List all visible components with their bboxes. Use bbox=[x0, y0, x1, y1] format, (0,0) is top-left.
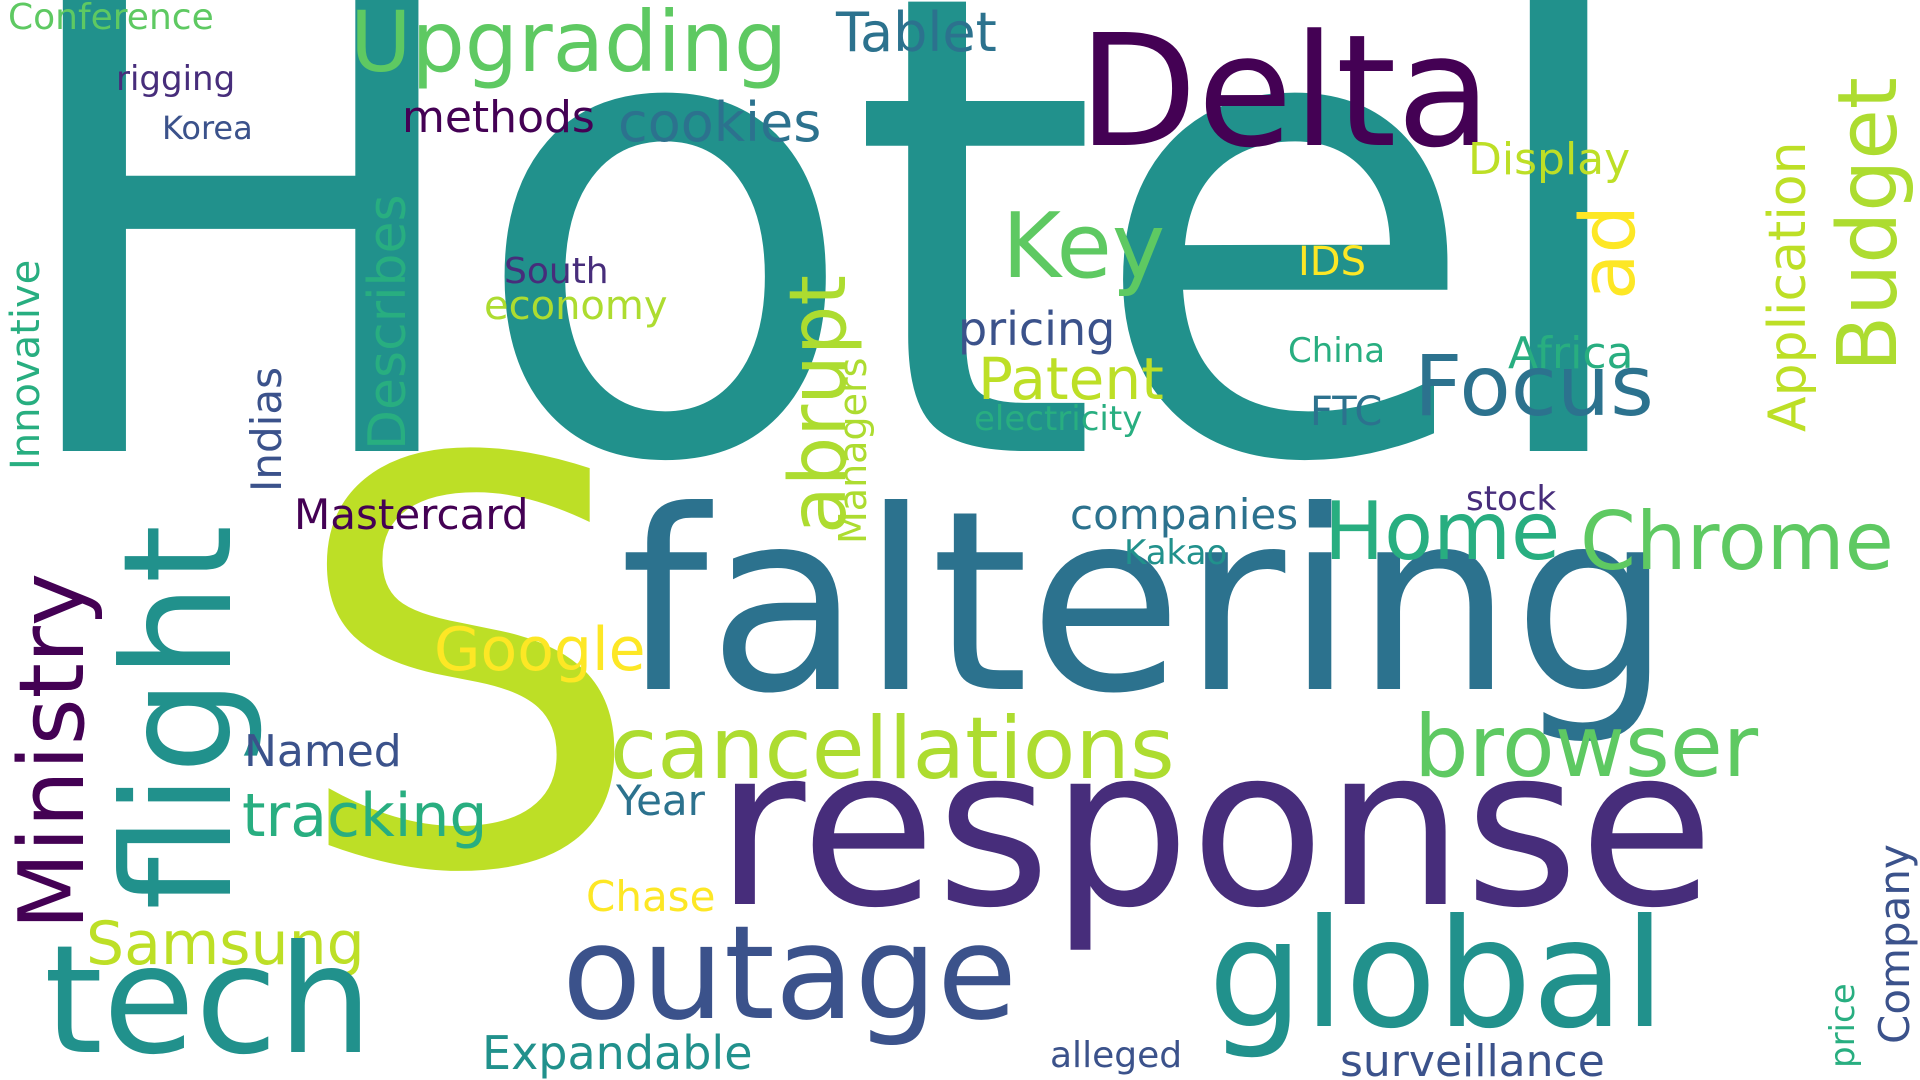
word-south: South bbox=[504, 251, 609, 292]
word-ministry: Ministry bbox=[0, 572, 105, 930]
word-companies: companies bbox=[1070, 490, 1299, 539]
word-hotel: Hotel bbox=[0, 0, 1647, 602]
word-pricing: pricing bbox=[958, 302, 1116, 356]
word-describes: Describes bbox=[358, 194, 418, 450]
word-ftc: FTC bbox=[1310, 389, 1383, 435]
word-application: Application bbox=[1758, 141, 1818, 432]
word-conference: Conference bbox=[8, 0, 214, 38]
word-alleged: alleged bbox=[1050, 1035, 1183, 1076]
word-google: Google bbox=[434, 615, 646, 685]
word-innovative: Innovative bbox=[3, 259, 49, 470]
word-home: Home bbox=[1324, 485, 1561, 578]
word-africa: Africa bbox=[1508, 328, 1634, 379]
word-ids: IDS bbox=[1298, 239, 1366, 285]
word-patent: Patent bbox=[978, 345, 1164, 413]
word-expandable: Expandable bbox=[482, 1026, 753, 1080]
word-global: global bbox=[1208, 888, 1666, 1062]
word-cancellations: cancellations bbox=[610, 699, 1175, 799]
word-s: S bbox=[290, 344, 646, 996]
word-delta: Delta bbox=[1078, 1, 1492, 182]
word-price: price bbox=[1823, 983, 1863, 1068]
word-faltering: faltering bbox=[620, 457, 1672, 748]
word-year: Year bbox=[616, 776, 705, 825]
word-rigging: rigging bbox=[116, 59, 236, 99]
word-stock: stock bbox=[1466, 479, 1557, 519]
word-cookies: cookies bbox=[618, 91, 822, 154]
word-tracking: tracking bbox=[242, 781, 488, 851]
word-managers: Managers bbox=[831, 357, 875, 544]
word-tablet: Tablet bbox=[836, 1, 997, 64]
word-samsung: Samsung bbox=[86, 909, 365, 979]
word-surveillance: surveillance bbox=[1340, 1036, 1605, 1080]
word-budget: Budget bbox=[1821, 77, 1916, 372]
word-response: response bbox=[715, 700, 1715, 956]
word-indias: Indias bbox=[242, 367, 291, 492]
word-china: China bbox=[1288, 331, 1386, 371]
word-chrome: Chrome bbox=[1580, 495, 1894, 588]
word-key: Key bbox=[1002, 194, 1166, 299]
word-kakao: Kakao bbox=[1124, 533, 1228, 573]
word-company: Company bbox=[1870, 844, 1919, 1044]
word-ad: ad bbox=[1563, 205, 1652, 300]
word-upgrading: Upgrading bbox=[350, 0, 788, 91]
word-electricity: electricity bbox=[974, 399, 1143, 439]
word-methods: methods bbox=[402, 92, 595, 143]
word-tech: tech bbox=[44, 914, 373, 1080]
word-named: Named bbox=[244, 726, 402, 777]
word-outage: outage bbox=[562, 897, 1018, 1049]
word-browser: browser bbox=[1414, 697, 1759, 797]
word-mastercard: Mastercard bbox=[294, 490, 529, 539]
word-focus: Focus bbox=[1414, 337, 1654, 435]
word-korea: Korea bbox=[162, 109, 253, 147]
word-economy: economy bbox=[484, 283, 668, 329]
word-display: Display bbox=[1468, 134, 1631, 185]
word-chase: Chase bbox=[586, 872, 716, 921]
word-flight: flight bbox=[92, 524, 266, 910]
